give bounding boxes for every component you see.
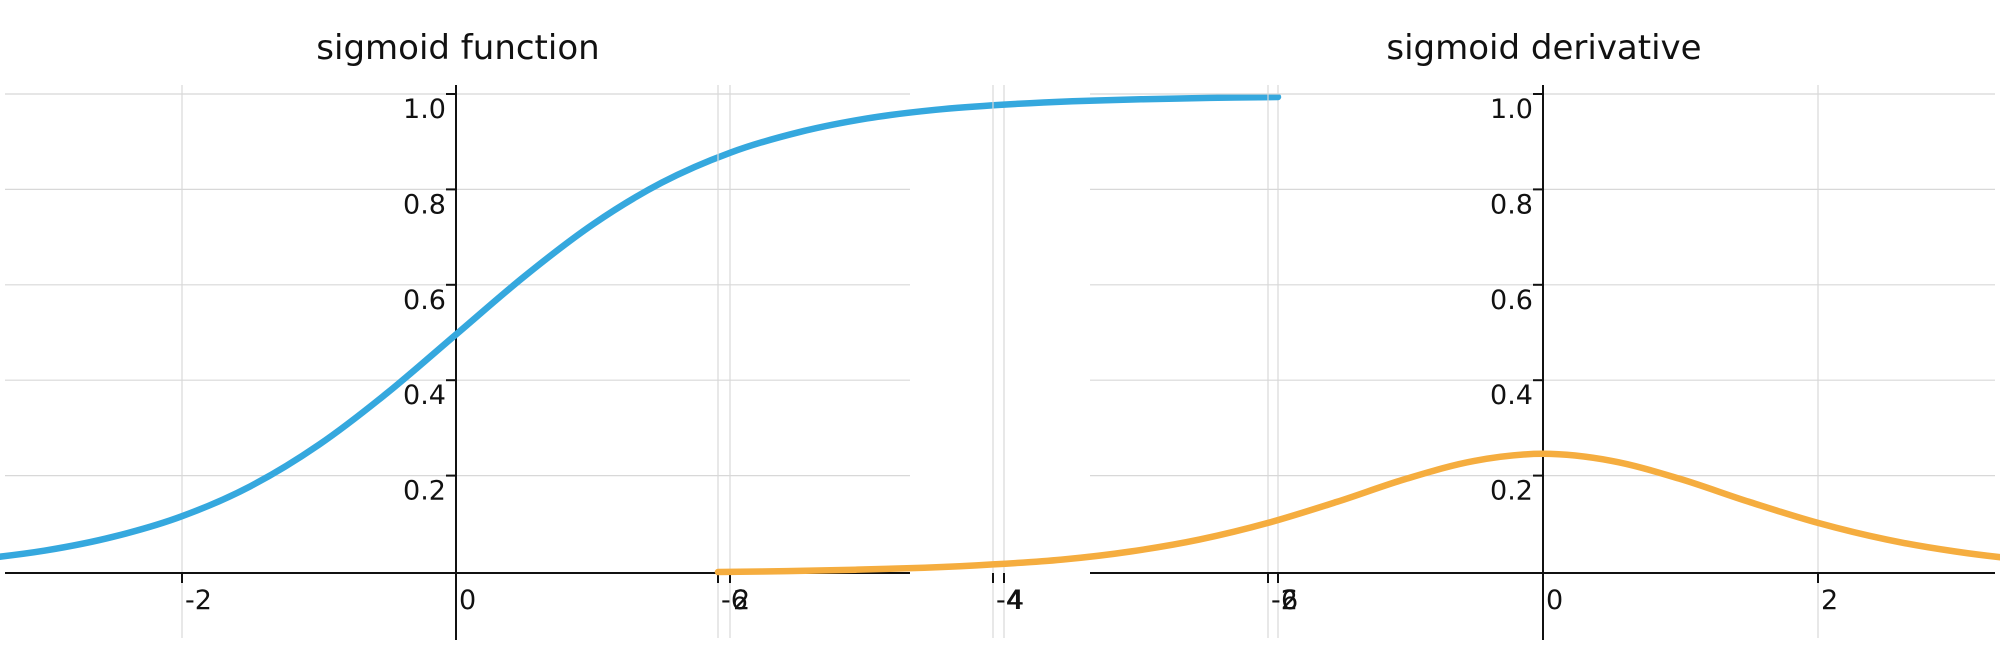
y-tick-label: 0.4 [403, 380, 446, 411]
y-tick-label: 0.2 [1490, 476, 1533, 507]
x-tick-label: 0 [1546, 585, 1563, 616]
y-tick-label: 0.8 [1490, 189, 1533, 220]
chart-title: sigmoid function [316, 28, 599, 68]
y-tick-label: 1.0 [1490, 94, 1533, 125]
x-tick-label: -2 [185, 585, 212, 616]
grid [5, 85, 1279, 638]
series-layer [714, 450, 2000, 576]
x-tick-label: -6 [721, 585, 748, 616]
series-line [714, 450, 2000, 576]
grid [717, 85, 1995, 638]
y-tick-label: 0.4 [1490, 380, 1533, 411]
sigmoid-function-chart: sigmoid function -6 -4 -2 0 2 4 6 0.2 0.4 0.6 0.8 1… [0, 28, 1298, 640]
x-tick-label: 2 [733, 585, 750, 616]
x-tick-label: -4 [996, 585, 1023, 616]
y-tick-label: 1.0 [403, 94, 446, 125]
sigmoid-derivative-chart: sigmoid derivative -6 -4 -2 0 2 4 6 0.2 0.4 0.6 0.… [714, 28, 2000, 640]
chart-title: sigmoid derivative [1386, 28, 1701, 68]
x-tick-label: -2 [1271, 585, 1298, 616]
axes [717, 85, 1995, 640]
y-tick-label: 0.6 [1490, 285, 1533, 316]
x-tick-label: 2 [1821, 585, 1838, 616]
series-line [0, 93, 1282, 560]
tick-labels: -6 -4 -2 0 2 4 6 0.2 0.4 0.6 0.8 1.0 [721, 94, 1838, 616]
y-tick-label: 0.2 [403, 476, 446, 507]
series-layer [0, 93, 1282, 560]
x-tick-label: 6 [1281, 585, 1298, 616]
x-tick-label: 4 [1007, 585, 1024, 616]
y-tick-label: 0.8 [403, 189, 446, 220]
y-tick-label: 0.6 [403, 285, 446, 316]
x-tick-label: 0 [459, 585, 476, 616]
tick-labels: -6 -4 -2 0 2 4 6 0.2 0.4 0.6 0.8 1.0 [185, 94, 1298, 616]
